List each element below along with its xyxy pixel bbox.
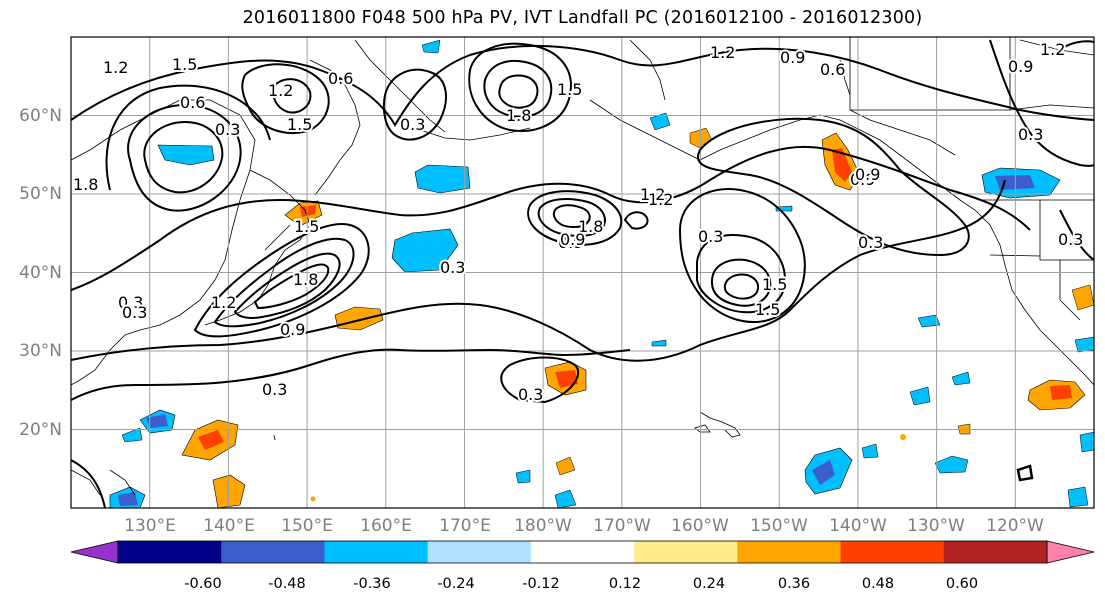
colorbar-tick-label: -0.60	[184, 576, 222, 592]
lon-label: 160°W	[671, 516, 729, 536]
contour-labels: 1.2 1.5 1.2 0.6 1.5 1.8 1.5 1.2 0.9 0.6 …	[71, 38, 1085, 406]
colorbar-tick-label: -0.48	[268, 576, 306, 592]
colorbar-bin	[737, 541, 842, 563]
lat-label: 40°N	[19, 263, 62, 283]
colorbar-bin	[427, 541, 532, 563]
colorbar-tick-label: 0.36	[778, 576, 810, 592]
contour-label: 0.3	[262, 380, 287, 399]
lat-label: 50°N	[19, 184, 62, 204]
contour-label: 0.9	[850, 170, 875, 189]
contour-label: 1.2	[648, 190, 673, 209]
lon-label: 180°W	[514, 516, 572, 536]
lon-label: 140°W	[829, 516, 887, 536]
lat-label: 20°N	[19, 420, 62, 440]
gridlines	[71, 37, 1094, 508]
contour-label: 0.3	[215, 120, 240, 139]
contour-label: 1.5	[172, 55, 197, 74]
contour-label: 1.5	[294, 217, 319, 236]
contour-label: 1.5	[557, 80, 582, 99]
contour-label: 1.5	[755, 300, 780, 319]
colorbar-bin	[634, 541, 738, 563]
colorbar-tick-label: -0.24	[437, 576, 475, 592]
contour-label: 0.3	[122, 303, 147, 322]
map-title: 2016011800 F048 500 hPa PV, IVT Landfall…	[242, 8, 923, 28]
contour-label: 0.3	[118, 293, 143, 312]
contour-label: 1.2	[211, 293, 236, 312]
colorbar	[70, 540, 1095, 564]
contour-label: 1.8	[73, 175, 98, 194]
contour-label: 0.9	[780, 48, 805, 67]
lon-label: 140°E	[203, 516, 255, 536]
lon-label: 120°W	[986, 516, 1044, 536]
contour-label: 0.3	[1018, 125, 1043, 144]
lon-label: 170°W	[593, 516, 651, 536]
longitude-labels: 130°E 140°E 150°E 160°E 170°E 180°W 170°…	[124, 516, 1044, 536]
colorbar-tick-label: -0.12	[522, 576, 560, 592]
lon-label: 130°E	[124, 516, 176, 536]
contour-label: 1.8	[578, 217, 603, 236]
contour-label: 1.2	[1040, 40, 1065, 59]
colorbar-extend-high	[1046, 540, 1095, 564]
contour-label: 1.5	[287, 115, 312, 134]
pv-contours	[71, 39, 1094, 508]
contour-label: 0.9	[558, 233, 583, 252]
contour-label: 0.6	[820, 60, 845, 79]
contour-label: 1.8	[293, 270, 318, 289]
colorbar-tick-label: 0.24	[693, 576, 725, 592]
contour-label: 0.3	[1058, 230, 1083, 249]
contour-label: 1.2	[268, 81, 293, 100]
latitude-labels: 60°N 50°N 40°N 30°N 20°N	[19, 106, 62, 440]
contour-label: 0.6	[328, 69, 353, 88]
contour-label: 0.9	[560, 230, 585, 249]
colorbar-tick-labels: -0.60 -0.48 -0.36 -0.24 -0.12 0.12 0.24 …	[184, 576, 978, 592]
contour-label: 0.3	[698, 227, 723, 246]
map-frame	[70, 36, 1095, 509]
lon-label: 150°E	[281, 516, 333, 536]
colorbar-tick-label: 0.12	[609, 576, 641, 592]
colorbar-bin	[324, 541, 429, 563]
colorbar-tick-label: 0.60	[946, 576, 978, 592]
colorbar-bin	[943, 541, 1048, 563]
contour-label: 1.5	[762, 275, 787, 294]
contour-label: 0.9	[280, 320, 305, 339]
lon-label: 170°E	[439, 516, 491, 536]
lat-label: 30°N	[19, 341, 62, 361]
colorbar-tick-label: -0.36	[353, 576, 391, 592]
colorbar-bin	[840, 541, 945, 563]
lon-label: 150°W	[750, 516, 808, 536]
contour-label: 0.3	[518, 385, 543, 404]
contour-label: 1.2	[640, 185, 665, 204]
contour-label: 0.3	[440, 258, 465, 277]
contour-label: 0.9	[855, 165, 880, 184]
contour-label: 1.8	[506, 106, 531, 125]
contour-label: 1.2	[103, 58, 128, 77]
contour-label: 0.9	[1008, 57, 1033, 76]
contour-label: 0.3	[400, 115, 425, 134]
contour-label: 0.3	[858, 233, 883, 252]
colorbar-bin	[118, 541, 222, 563]
lon-label: 130°W	[907, 516, 965, 536]
colorbar-bin	[221, 541, 325, 563]
colorbar-extend-low	[70, 540, 119, 564]
lat-label: 60°N	[19, 106, 62, 126]
lon-label: 160°E	[360, 516, 412, 536]
contour-label: 0.6	[180, 93, 205, 112]
contour-label: 1.2	[710, 43, 735, 62]
colorbar-tick-label: 0.48	[862, 576, 894, 592]
colorbar-bin	[530, 541, 635, 563]
colorbar-frame	[117, 540, 1048, 564]
